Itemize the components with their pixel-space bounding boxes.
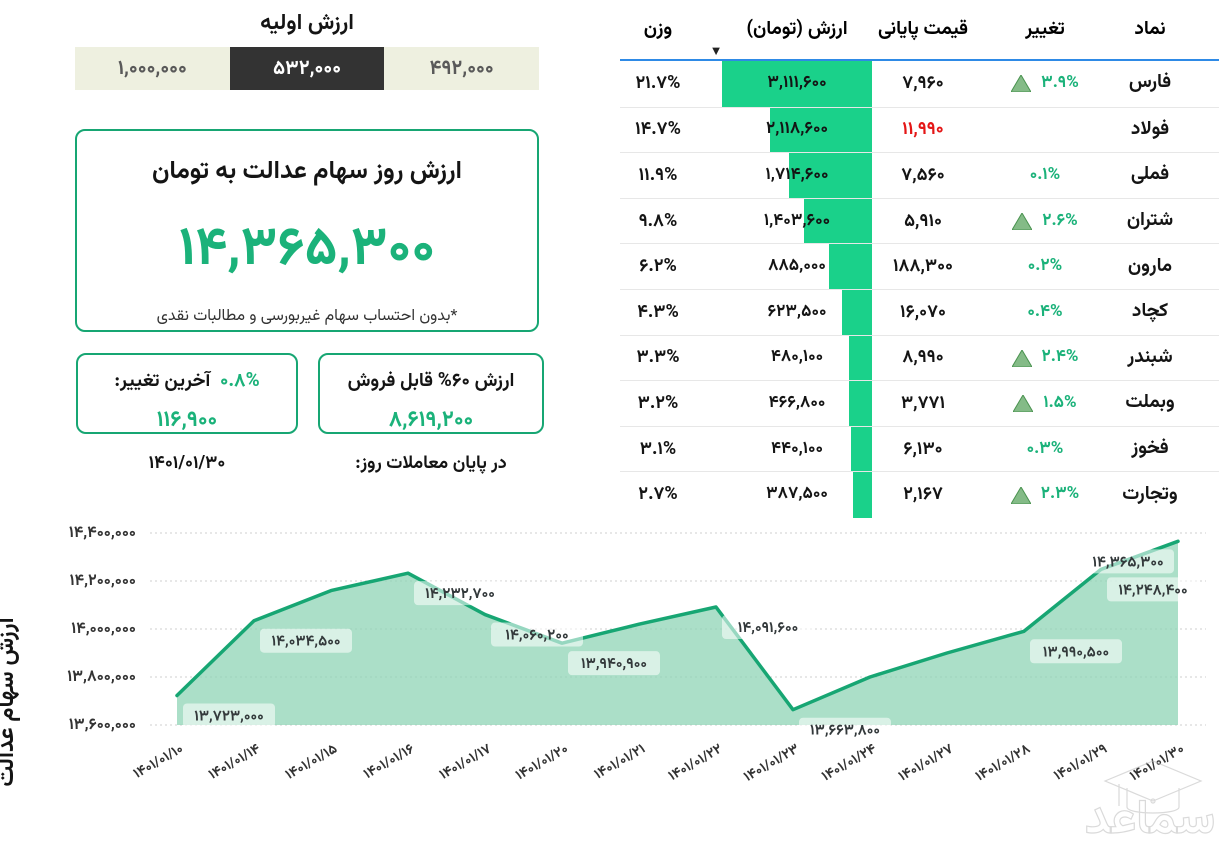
svg-text:۱۴,۳۶۵,۳۰۰: ۱۴,۳۶۵,۳۰۰: [1092, 552, 1163, 575]
svg-text:۱۳,۹۹۰,۵۰۰: ۱۳,۹۹۰,۵۰۰: [1043, 642, 1109, 665]
svg-text:۱۴,۲۴۸,۴۰۰: ۱۴,۲۴۸,۴۰۰: [1118, 580, 1187, 603]
svg-text:۱۳,۹۴۰,۹۰۰: ۱۳,۹۴۰,۹۰۰: [581, 654, 647, 677]
svg-text:۱۴,۰۶۰,۲۰۰: ۱۴,۰۶۰,۲۰۰: [505, 626, 568, 649]
svg-text:۱۴,۰۹۱,۶۰۰: ۱۴,۰۹۱,۶۰۰: [738, 618, 798, 641]
svg-text:سماعد: سماعد: [1085, 784, 1216, 846]
svg-text:۱۴,۰۳۴,۵۰۰: ۱۴,۰۳۴,۵۰۰: [272, 632, 341, 655]
svg-text:۱۴,۲۳۲,۷۰۰: ۱۴,۲۳۲,۷۰۰: [425, 584, 495, 607]
svg-text:۱۳,۷۲۳,۰۰۰: ۱۳,۷۲۳,۰۰۰: [194, 706, 264, 729]
